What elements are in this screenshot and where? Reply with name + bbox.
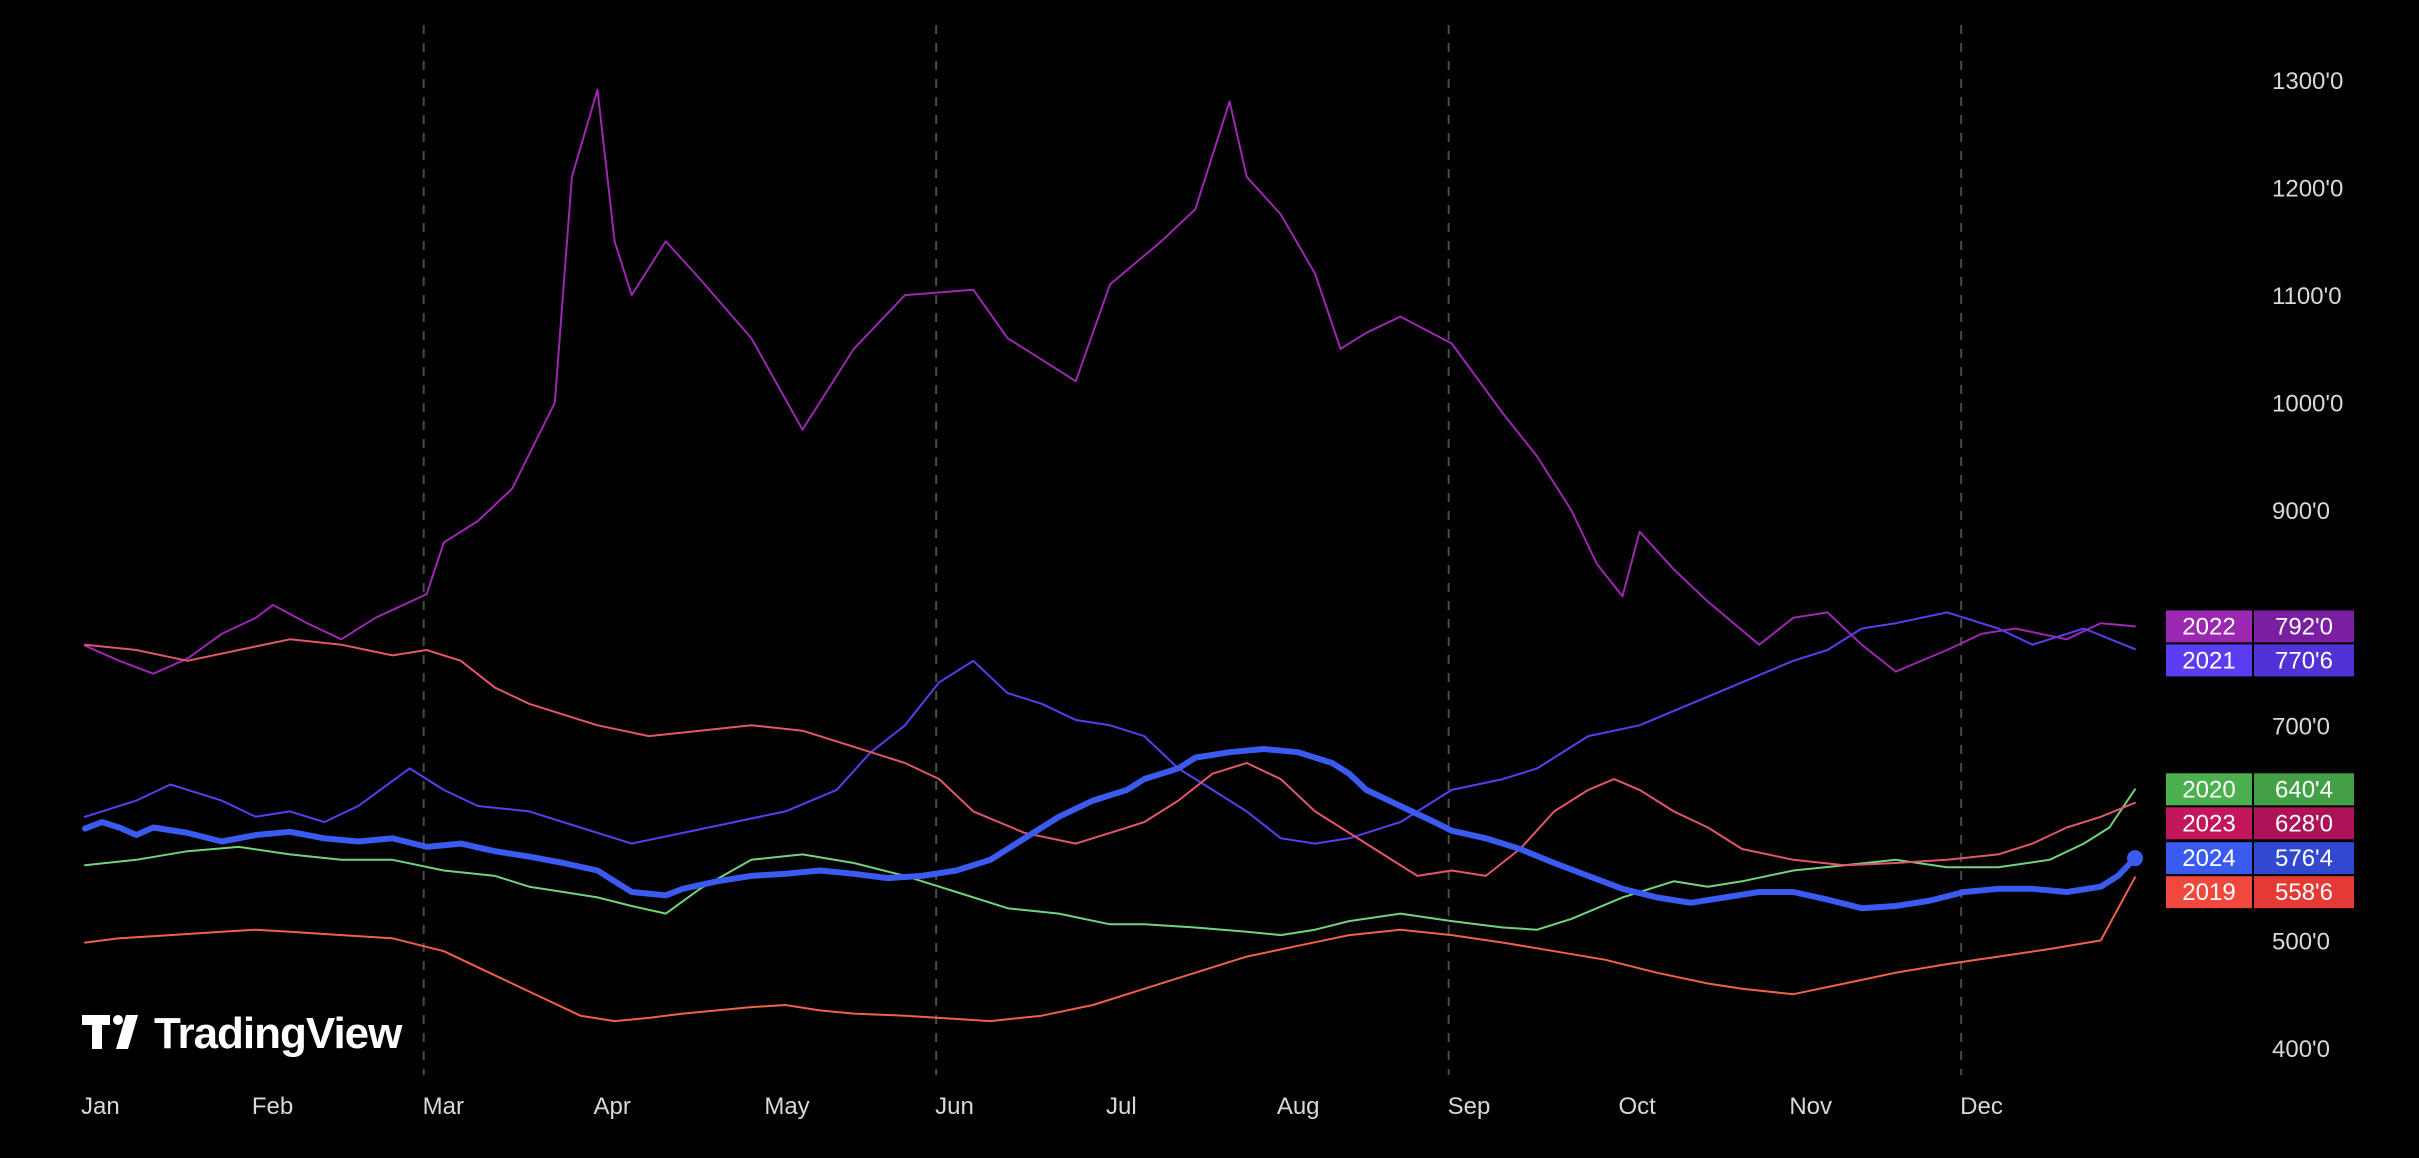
y-tick-label: 1000'0: [2272, 391, 2343, 418]
x-tick-label: Sep: [1448, 1093, 1491, 1120]
tradingview-logo-text: TradingView: [154, 1009, 403, 1058]
price-badge-year-bg: [2166, 644, 2252, 677]
x-tick-label: Jan: [81, 1093, 120, 1120]
price-badge-value: 792'0: [2275, 613, 2333, 640]
price-badge-value: 770'6: [2275, 647, 2333, 674]
price-badge-value-bg: [2254, 807, 2354, 840]
series-line-2024: [82, 746, 2138, 912]
price-badge-2019: 2019 558'6: [2166, 876, 2354, 909]
series-line-2021: [84, 611, 2136, 845]
price-badges: 2022 792'0 2021 770'6 2020 640'4 2023 628'0 2024…: [2166, 610, 2354, 909]
tradingview-logo[interactable]: TradingView: [82, 1009, 404, 1058]
series-line-2019: [84, 876, 2136, 1023]
x-axis: Jan Feb Mar Apr May Jun Jul Aug Sep Oct Nov Dec: [81, 1093, 2003, 1120]
series-lines: [82, 88, 2143, 1023]
price-badge-year-bg: [2166, 842, 2252, 875]
price-badge-value-bg: [2254, 876, 2354, 909]
price-badge-2023: 2023 628'0: [2166, 807, 2354, 840]
price-badge-value-bg: [2254, 610, 2354, 643]
price-badge-value-bg: [2254, 773, 2354, 806]
series-last-point-2024: [2127, 850, 2143, 867]
price-badge-value-bg: [2254, 644, 2354, 677]
y-tick-label: 500'0: [2272, 928, 2330, 955]
price-badge-value-bg: [2254, 842, 2354, 875]
price-badge-value: 576'4: [2275, 845, 2333, 872]
price-badge-year-bg: [2166, 807, 2252, 840]
y-tick-label: 1100'0: [2272, 283, 2342, 310]
price-badge-year: 2019: [2182, 879, 2235, 906]
price-badge-year-bg: [2166, 773, 2252, 806]
x-tick-label: Feb: [252, 1093, 293, 1120]
x-tick-label: Nov: [1789, 1093, 1832, 1120]
price-badge-year-bg: [2166, 610, 2252, 643]
grid-lines: [422, 25, 1963, 1075]
x-tick-label: Apr: [594, 1093, 631, 1120]
series-line-2022: [84, 88, 2136, 675]
price-badge-year-bg: [2166, 876, 2252, 909]
price-badge-year: 2022: [2182, 613, 2235, 640]
y-tick-label: 900'0: [2272, 498, 2330, 525]
price-badge-value: 640'4: [2275, 776, 2333, 803]
price-badge-2021: 2021 770'6: [2166, 644, 2354, 677]
x-tick-label: Oct: [1619, 1093, 1657, 1120]
price-badge-2024: 2024 576'4: [2166, 842, 2354, 875]
x-tick-label: Aug: [1277, 1093, 1320, 1120]
price-badge-year: 2024: [2182, 845, 2235, 872]
y-tick-label: 1200'0: [2272, 176, 2343, 203]
price-badge-value: 558'6: [2275, 879, 2333, 906]
price-badge-year: 2021: [2182, 647, 2235, 674]
x-tick-label: Dec: [1960, 1093, 2003, 1120]
y-tick-label: 400'0: [2272, 1036, 2330, 1063]
series-line-2023: [84, 638, 2136, 877]
y-tick-label: 700'0: [2272, 713, 2330, 740]
y-tick-label: 1300'0: [2272, 68, 2343, 95]
price-badge-2020: 2020 640'4: [2166, 773, 2354, 806]
price-badge-year: 2020: [2182, 776, 2235, 803]
price-badge-value: 628'0: [2275, 810, 2333, 837]
series-line-2020: [84, 788, 2136, 937]
y-axis: 1300'0 1200'0 1100'0 1000'0 900'0 700'0 500'0 4…: [2272, 68, 2343, 1063]
price-badge-year: 2023: [2182, 810, 2235, 837]
x-tick-label: May: [764, 1093, 809, 1120]
x-tick-label: Jul: [1106, 1093, 1137, 1120]
price-badge-2022: 2022 792'0: [2166, 610, 2354, 643]
x-tick-label: Jun: [935, 1093, 974, 1120]
tradingview-logo-icon: [82, 1015, 138, 1049]
x-tick-label: Mar: [423, 1093, 464, 1120]
